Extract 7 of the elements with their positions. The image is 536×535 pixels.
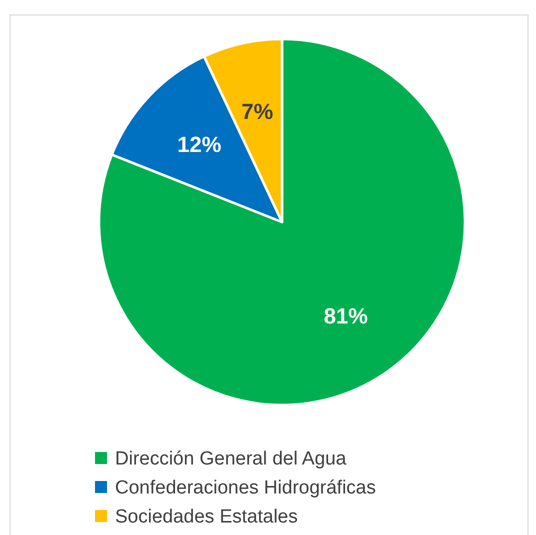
data-label: 7% (241, 98, 274, 124)
data-label: 12% (177, 132, 222, 158)
legend-label: Confederaciones Hidrográficas (115, 478, 376, 499)
pie-slice (98, 38, 466, 406)
legend-label: Sociedades Estatales (115, 506, 298, 528)
legend-label: Dirección General del Agua (115, 448, 347, 470)
data-label: 81% (324, 304, 368, 329)
